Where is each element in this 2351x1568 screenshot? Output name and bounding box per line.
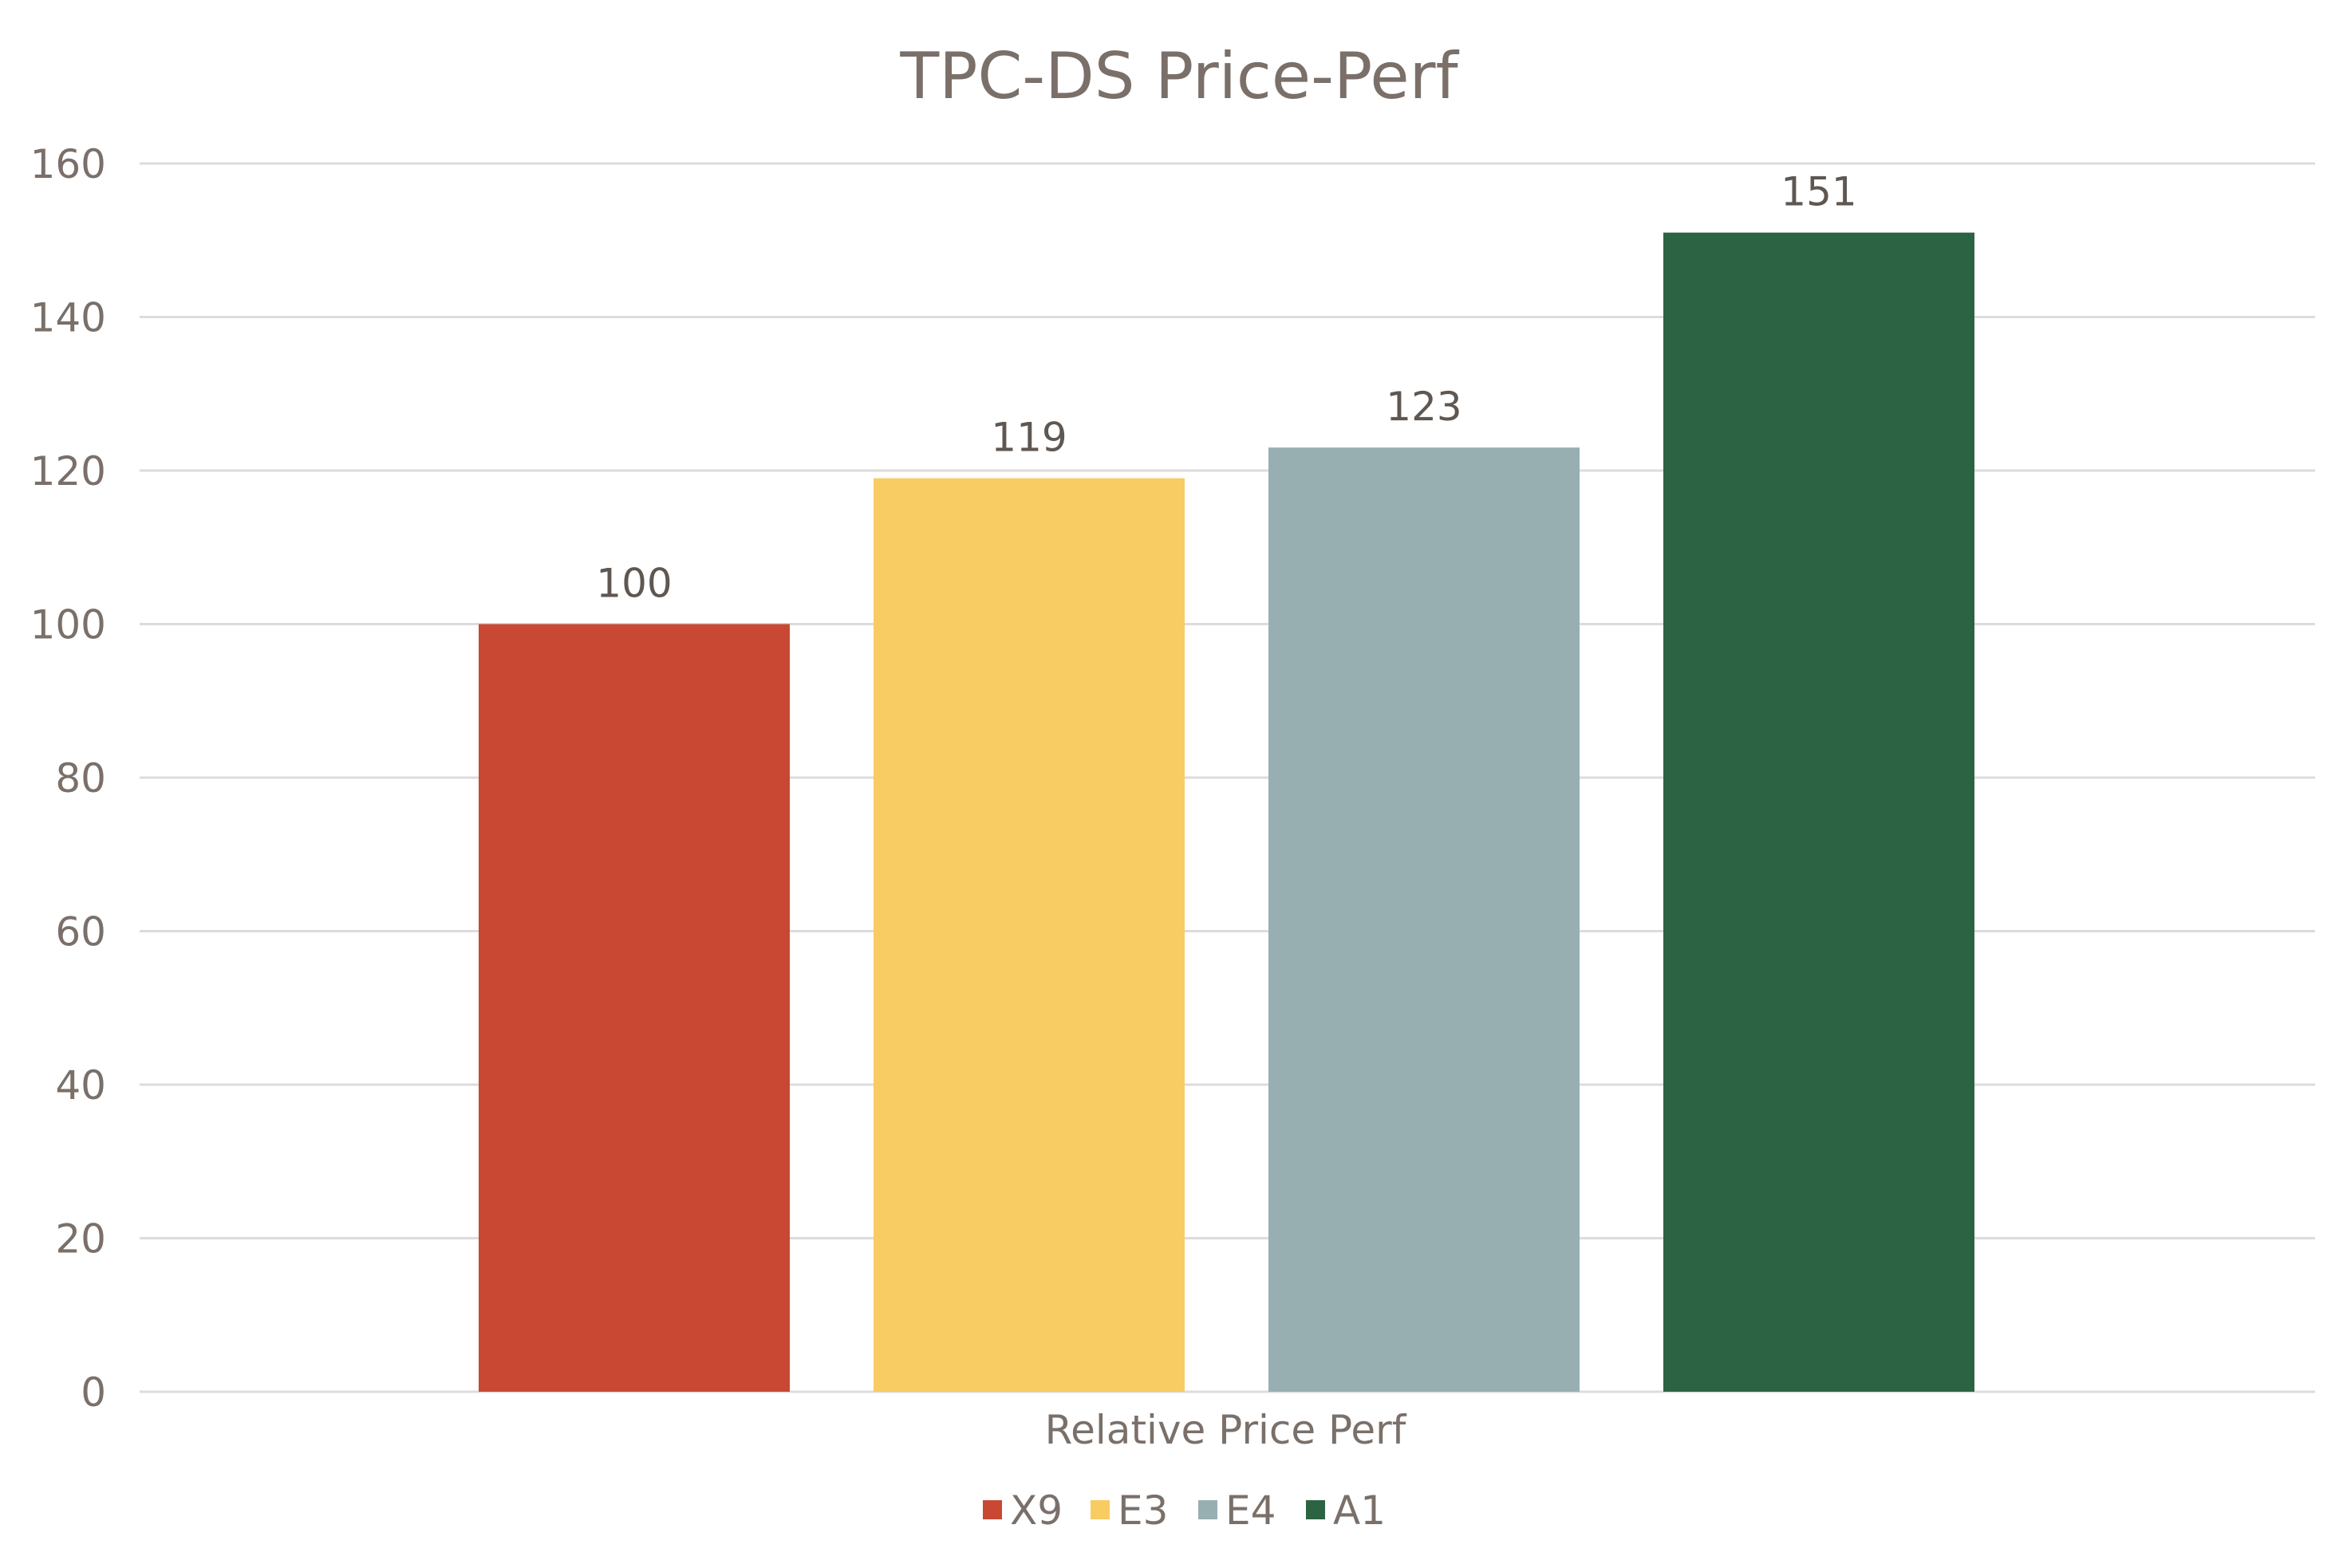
data-label-x9: 100 (596, 561, 672, 607)
x-category-label: Relative Price Perf (1045, 1407, 1407, 1453)
legend-label-a1: A1 (1333, 1487, 1386, 1534)
y-tick-label-120: 120 (30, 448, 106, 494)
bars (479, 232, 1974, 1392)
chart-title: TPC-DS Price-Perf (899, 39, 1459, 113)
y-tick-label-0: 0 (81, 1369, 106, 1416)
y-tick-label-100: 100 (30, 602, 106, 648)
legend-label-e4: E4 (1225, 1487, 1276, 1534)
y-axis-ticks: 0 20 40 60 80 100 120 140 160 (30, 141, 106, 1416)
data-label-e3: 119 (991, 415, 1067, 461)
legend-label-e3: E3 (1118, 1487, 1168, 1534)
bar-a1 (1663, 232, 1974, 1392)
legend-marker-e4 (1198, 1500, 1217, 1519)
grid-lines (140, 162, 2315, 1393)
bar-x9 (479, 624, 790, 1392)
legend-label-x9: X9 (1010, 1487, 1063, 1534)
legend-marker-e3 (1091, 1500, 1110, 1519)
bar-e4 (1268, 447, 1580, 1392)
legend-marker-x9 (983, 1500, 1002, 1519)
data-label-e4: 123 (1386, 384, 1461, 430)
data-label-a1: 151 (1781, 169, 1856, 215)
y-tick-label-80: 80 (55, 755, 106, 802)
y-tick-label-40: 40 (55, 1062, 106, 1109)
legend-marker-a1 (1306, 1500, 1325, 1519)
y-tick-label-60: 60 (55, 909, 106, 955)
data-labels: 100 119 123 151 (596, 169, 1856, 607)
legend: X9 E3 E4 A1 (983, 1487, 1386, 1534)
bar-e3 (874, 478, 1185, 1392)
y-tick-label-140: 140 (30, 295, 106, 341)
y-tick-label-20: 20 (55, 1216, 106, 1263)
y-tick-label-160: 160 (30, 141, 106, 187)
